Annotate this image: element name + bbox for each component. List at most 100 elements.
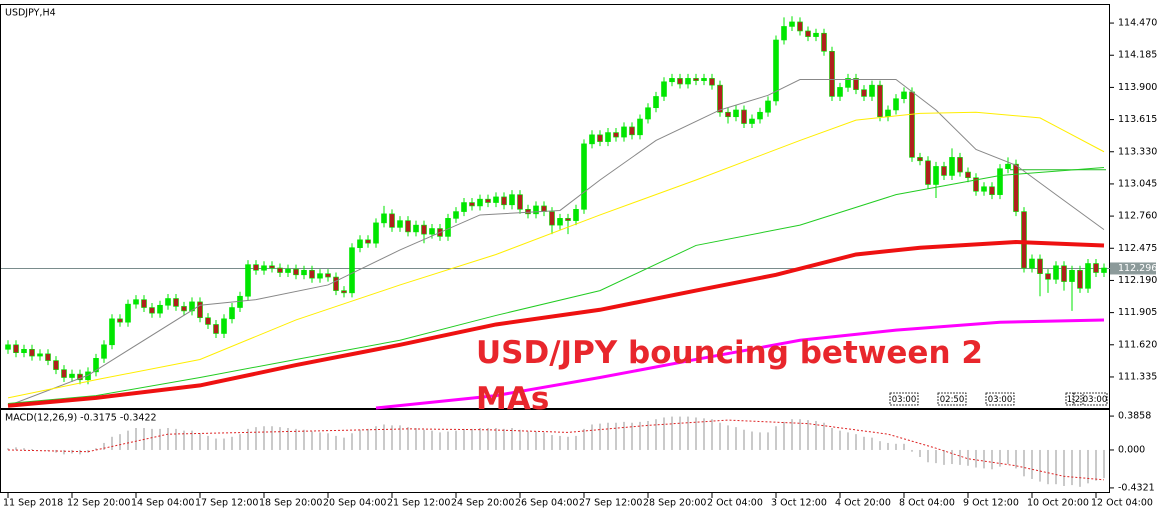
candle-body xyxy=(565,218,571,221)
candle-body xyxy=(605,132,611,142)
candle-body xyxy=(621,126,627,138)
candle-body xyxy=(789,21,795,27)
candle-body xyxy=(453,211,459,219)
candle-body xyxy=(885,109,891,118)
candle-body xyxy=(973,177,979,192)
candle-body xyxy=(685,78,691,85)
candle-body xyxy=(429,228,435,235)
y-tick-label: 114.185 xyxy=(1118,50,1157,61)
candle-body xyxy=(45,353,51,361)
x-tick-label: 28 Sep 20:00 xyxy=(643,498,706,509)
candle-body xyxy=(821,32,827,52)
y-tick-label: 0.3858 xyxy=(1118,411,1151,422)
candle-body xyxy=(101,344,107,359)
candle-body xyxy=(693,78,699,81)
candle-body xyxy=(645,107,651,120)
candle-body xyxy=(837,87,843,97)
macd-frame xyxy=(0,409,1110,493)
candle-body xyxy=(69,373,75,378)
candle-body xyxy=(381,213,387,224)
candle-body xyxy=(269,265,275,269)
current-price-box xyxy=(1110,262,1156,275)
x-tick-label: 18 Sep 20:00 xyxy=(259,498,322,509)
x-tick-label: 10 Oct 20:00 xyxy=(1027,498,1089,509)
candle-body xyxy=(1061,265,1067,282)
x-tick-label: 9 Oct 12:00 xyxy=(963,498,1019,509)
candle-body xyxy=(253,264,259,271)
candle-body xyxy=(717,84,723,113)
candle-body xyxy=(741,109,747,124)
x-tick-label: 20 Sep 04:00 xyxy=(323,498,386,509)
x-tick-label: 3 Oct 12:00 xyxy=(771,498,827,509)
moving-average xyxy=(7,167,1105,404)
candle-body xyxy=(989,186,995,195)
candle-body xyxy=(845,78,851,88)
x-tick-label: 14 Sep 04:00 xyxy=(131,498,194,509)
candle-body xyxy=(733,109,739,118)
chart-title: USDJPY,H4 xyxy=(5,8,56,19)
candle-body xyxy=(333,276,339,291)
candle-body xyxy=(1053,265,1059,280)
candle-body xyxy=(109,318,115,346)
candle-body xyxy=(749,118,755,124)
candle-body xyxy=(581,143,587,210)
x-tick-label: 12 Oct 04:00 xyxy=(1091,498,1153,509)
candle-body xyxy=(309,269,315,279)
candle-body xyxy=(1013,163,1019,212)
candle-body xyxy=(701,78,707,81)
candle-body xyxy=(197,301,203,318)
candle-body xyxy=(869,84,875,97)
candle-body xyxy=(477,198,483,207)
y-tick-label: 111.905 xyxy=(1118,307,1157,318)
candle-body xyxy=(189,301,195,312)
candle-body xyxy=(205,317,211,325)
candle-body xyxy=(525,209,531,215)
candle-body xyxy=(757,111,763,120)
candle-body xyxy=(493,196,499,203)
event-marker: 03:00 xyxy=(1083,395,1108,405)
candle-body xyxy=(997,168,1003,195)
candle-body xyxy=(517,194,523,210)
candle-body xyxy=(1085,263,1091,289)
candle-body xyxy=(917,157,923,162)
annotation: USD/JPY bouncing between 2 MAs xyxy=(476,335,983,417)
candle-body xyxy=(21,348,27,353)
y-tick-label: 113.900 xyxy=(1118,82,1157,93)
candle-body xyxy=(933,166,939,185)
y-tick-label: 113.615 xyxy=(1118,114,1157,125)
candle-body xyxy=(1045,273,1051,280)
event-marker: 03:00 xyxy=(988,395,1013,405)
x-tick-label: 12 Sep 20:00 xyxy=(67,498,130,509)
candle-body xyxy=(637,118,643,136)
candle-body xyxy=(117,318,123,323)
candle-body xyxy=(709,78,715,86)
candle-body xyxy=(125,303,131,323)
candle-body xyxy=(1037,258,1043,274)
candle-body xyxy=(949,157,955,176)
candle-body xyxy=(773,39,779,102)
candle-body xyxy=(589,134,595,145)
moving-average xyxy=(7,111,1105,399)
candle-body xyxy=(61,369,67,378)
candle-body xyxy=(13,344,19,353)
candle-body xyxy=(925,160,931,185)
x-tick-label: 2 Oct 04:00 xyxy=(707,498,763,509)
y-tick-label: 113.330 xyxy=(1118,146,1157,157)
candle-body xyxy=(653,96,659,109)
moving-average xyxy=(7,79,1105,407)
candle-body xyxy=(853,78,859,90)
candle-body xyxy=(765,100,771,113)
candle-body xyxy=(341,290,347,294)
candle-body xyxy=(597,134,603,142)
macd-title: MACD(12,26,9) -0.3175 -0.3422 xyxy=(5,413,157,424)
candle-body xyxy=(277,267,283,273)
x-tick-label: 21 Sep 12:00 xyxy=(387,498,450,509)
candle-body xyxy=(37,353,43,357)
candle-body xyxy=(389,213,395,228)
candle-body xyxy=(181,306,187,312)
candle-body xyxy=(813,32,819,37)
candle-body xyxy=(149,307,155,314)
candle-body xyxy=(317,273,323,279)
